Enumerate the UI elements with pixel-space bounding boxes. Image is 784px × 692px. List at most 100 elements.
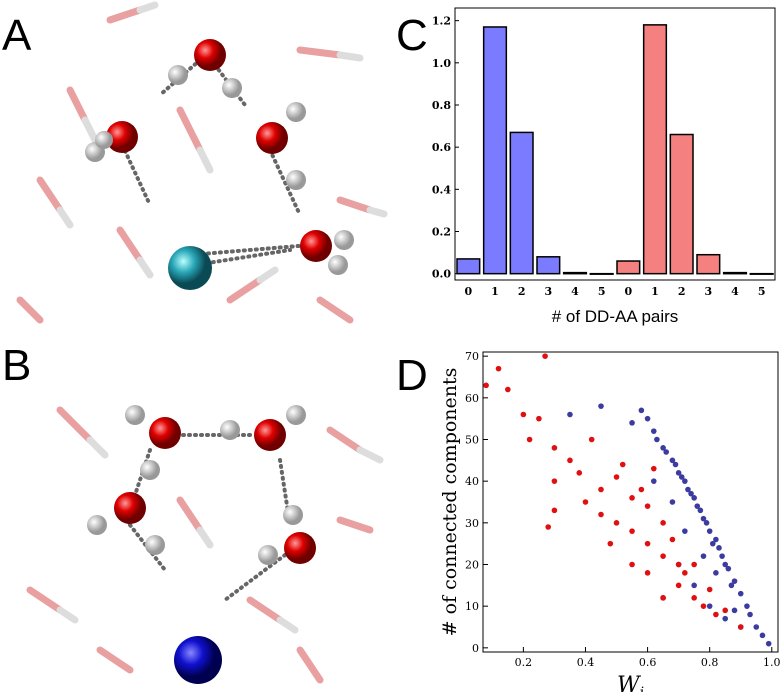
plot-frame xyxy=(482,351,779,653)
panel-label: B xyxy=(2,341,31,390)
point xyxy=(716,545,722,551)
point xyxy=(706,586,713,593)
x-axis-label: Wi xyxy=(617,673,644,692)
point xyxy=(731,578,738,584)
point xyxy=(678,474,685,480)
point xyxy=(607,540,614,547)
x-tick-label: 3 xyxy=(705,285,713,298)
x-axis-label-subscript: i xyxy=(640,685,644,692)
point xyxy=(700,515,707,522)
point xyxy=(691,561,697,568)
x-tick-label: 4 xyxy=(571,285,579,298)
point xyxy=(654,436,660,443)
x-tick-label: 5 xyxy=(598,285,606,298)
point xyxy=(759,632,766,639)
point xyxy=(682,528,688,534)
point xyxy=(722,561,729,568)
point xyxy=(650,465,657,472)
point xyxy=(765,640,772,647)
y-tick-label: 70 xyxy=(465,350,479,363)
point xyxy=(613,474,620,480)
panel-label: C xyxy=(396,11,428,60)
y-tick-label: 20 xyxy=(465,559,479,572)
point xyxy=(663,449,670,455)
point xyxy=(660,595,666,601)
x-tick-label: 0.6 xyxy=(639,656,657,669)
x-tick-label: 0.8 xyxy=(701,656,719,669)
x-tick-label: 0 xyxy=(465,285,473,298)
point xyxy=(737,624,744,630)
point xyxy=(551,445,558,451)
point xyxy=(629,495,635,501)
point xyxy=(669,536,676,543)
bar xyxy=(749,272,774,275)
point xyxy=(722,607,729,614)
point xyxy=(598,511,604,518)
x-axis-label: # of DD-AA pairs xyxy=(552,307,679,326)
bar xyxy=(509,131,534,275)
point xyxy=(567,411,573,418)
point xyxy=(706,603,713,609)
y-axis-label: # of connected components xyxy=(439,368,461,637)
y-tick-label: 60 xyxy=(465,392,479,405)
y-tick-label: 0.6 xyxy=(432,141,451,154)
point xyxy=(629,420,635,426)
y-tick-label: 0 xyxy=(472,642,479,655)
point xyxy=(582,499,589,505)
point xyxy=(682,570,688,576)
x-tick-label: 2 xyxy=(678,285,686,298)
point xyxy=(691,595,697,601)
x-tick-label: 2 xyxy=(518,285,526,298)
point xyxy=(747,611,753,618)
bar xyxy=(642,24,668,275)
point xyxy=(691,582,697,589)
point xyxy=(545,524,552,530)
point xyxy=(551,478,558,484)
bar xyxy=(696,253,721,275)
bar xyxy=(616,260,641,275)
point xyxy=(526,436,533,443)
x-tick-label: 1 xyxy=(491,285,499,298)
point xyxy=(706,528,713,534)
point xyxy=(700,603,707,609)
point xyxy=(725,565,732,572)
y-tick-label: 30 xyxy=(465,517,479,530)
x-tick-label: 1 xyxy=(651,285,659,298)
y-tick-label: 40 xyxy=(465,475,479,488)
x-tick-label: 0 xyxy=(625,285,633,298)
x-tick-label: 0.4 xyxy=(577,656,595,669)
bar xyxy=(536,256,561,275)
point xyxy=(644,540,651,547)
point xyxy=(588,436,595,443)
point xyxy=(650,428,657,434)
point xyxy=(672,461,679,468)
y-tick-label: 0.0 xyxy=(432,268,451,281)
point xyxy=(744,603,750,609)
y-tick-label: 50 xyxy=(465,434,479,447)
point xyxy=(644,503,651,509)
point xyxy=(660,553,666,559)
point xyxy=(675,470,682,476)
point xyxy=(709,540,716,547)
point xyxy=(669,457,676,464)
x-axis-label-main: W xyxy=(617,673,642,692)
bar xyxy=(456,258,481,275)
bar xyxy=(722,271,748,275)
point xyxy=(613,520,620,526)
point xyxy=(675,582,682,589)
point xyxy=(753,624,760,630)
panel-label: D xyxy=(396,351,428,400)
point xyxy=(536,415,542,422)
point xyxy=(669,499,676,505)
panel-a-scene xyxy=(16,1,388,324)
point xyxy=(638,486,645,493)
point xyxy=(644,415,651,422)
point xyxy=(542,353,548,359)
point xyxy=(638,407,645,414)
bar xyxy=(589,272,614,275)
point xyxy=(713,611,719,618)
bar xyxy=(482,26,508,275)
point xyxy=(495,365,502,372)
